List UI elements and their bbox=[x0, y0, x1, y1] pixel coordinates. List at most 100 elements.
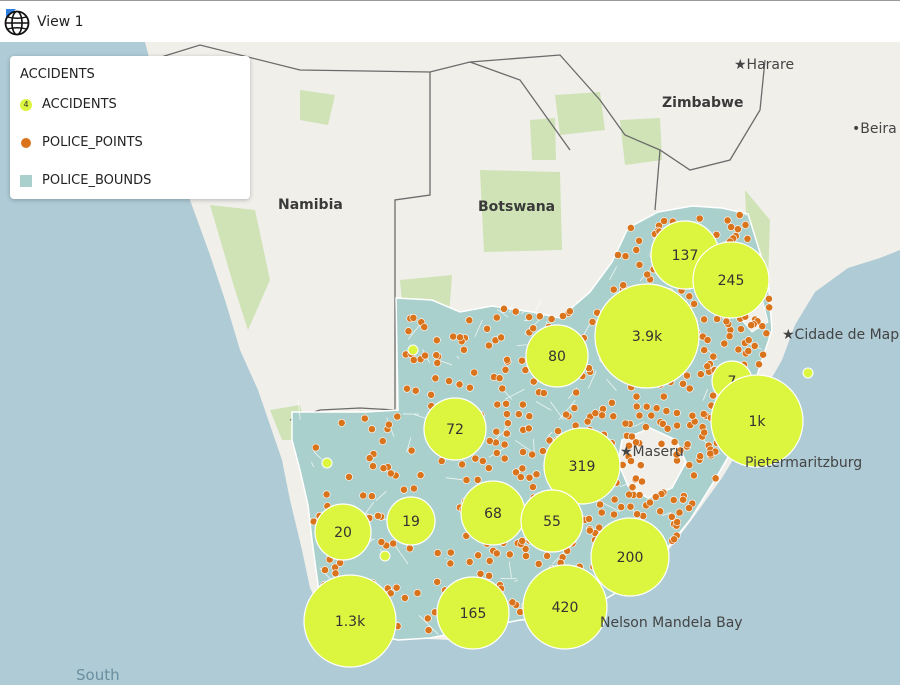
accident-cluster[interactable]: 3.9k bbox=[594, 283, 700, 389]
police-point[interactable] bbox=[663, 424, 672, 433]
police-point[interactable] bbox=[409, 313, 418, 322]
police-point[interactable] bbox=[465, 558, 474, 566]
police-point[interactable] bbox=[519, 448, 527, 456]
police-point[interactable] bbox=[493, 400, 502, 409]
police-point[interactable] bbox=[367, 492, 376, 501]
police-point[interactable] bbox=[492, 313, 501, 322]
police-point[interactable] bbox=[734, 225, 742, 234]
police-point[interactable] bbox=[588, 317, 597, 326]
police-point[interactable] bbox=[405, 544, 414, 553]
police-point[interactable] bbox=[585, 526, 594, 535]
accident-cluster-circle[interactable] bbox=[386, 496, 436, 546]
police-point[interactable] bbox=[359, 491, 368, 500]
police-point[interactable] bbox=[596, 500, 604, 509]
police-point[interactable] bbox=[685, 384, 694, 393]
police-point[interactable] bbox=[512, 468, 520, 477]
accident-cluster[interactable]: 55 bbox=[520, 489, 584, 553]
police-point[interactable] bbox=[696, 452, 705, 461]
police-point[interactable] bbox=[566, 307, 574, 316]
map-canvas[interactable]: 1372453.9k8071k72319685519202001.3k16542… bbox=[0, 42, 900, 685]
police-point[interactable] bbox=[700, 315, 708, 324]
police-point[interactable] bbox=[591, 409, 600, 418]
police-point[interactable] bbox=[485, 436, 494, 445]
police-point[interactable] bbox=[498, 384, 507, 393]
police-point[interactable] bbox=[432, 336, 441, 345]
police-point[interactable] bbox=[465, 383, 474, 392]
police-point[interactable] bbox=[518, 356, 526, 365]
police-point[interactable] bbox=[614, 251, 622, 259]
police-point[interactable] bbox=[519, 400, 527, 409]
police-point[interactable] bbox=[709, 391, 717, 400]
police-point[interactable] bbox=[747, 321, 756, 330]
police-point[interactable] bbox=[433, 578, 442, 586]
police-point[interactable] bbox=[473, 475, 482, 484]
police-point[interactable] bbox=[379, 464, 388, 473]
accident-point[interactable] bbox=[407, 344, 419, 356]
police-point[interactable] bbox=[658, 419, 667, 428]
police-point[interactable] bbox=[407, 446, 416, 455]
police-point[interactable] bbox=[599, 404, 607, 413]
police-point[interactable] bbox=[389, 539, 398, 548]
police-point[interactable] bbox=[433, 549, 442, 557]
police-point[interactable] bbox=[690, 471, 698, 480]
police-point[interactable] bbox=[502, 399, 510, 408]
police-point[interactable] bbox=[673, 421, 681, 430]
police-point[interactable] bbox=[446, 548, 455, 557]
accident-point[interactable] bbox=[802, 367, 814, 379]
police-point[interactable] bbox=[386, 469, 395, 478]
police-point[interactable] bbox=[672, 450, 681, 459]
police-point[interactable] bbox=[727, 223, 735, 231]
police-point[interactable] bbox=[673, 518, 682, 526]
police-point[interactable] bbox=[735, 211, 744, 219]
police-point[interactable] bbox=[700, 428, 709, 437]
police-point[interactable] bbox=[367, 425, 376, 434]
accident-cluster-circle[interactable] bbox=[590, 517, 670, 597]
police-point[interactable] bbox=[485, 571, 493, 580]
police-point[interactable] bbox=[635, 411, 644, 420]
police-point[interactable] bbox=[322, 490, 331, 499]
police-point[interactable] bbox=[598, 411, 606, 420]
police-point[interactable] bbox=[632, 474, 640, 483]
police-point[interactable] bbox=[360, 414, 369, 423]
police-point[interactable] bbox=[559, 312, 567, 320]
accident-cluster[interactable]: 20 bbox=[314, 503, 372, 561]
police-point[interactable] bbox=[683, 440, 692, 449]
police-point[interactable] bbox=[525, 473, 534, 482]
police-point[interactable] bbox=[369, 462, 377, 471]
police-point[interactable] bbox=[522, 552, 530, 560]
police-point[interactable] bbox=[625, 490, 633, 499]
police-point[interactable] bbox=[734, 345, 743, 354]
police-point[interactable] bbox=[495, 374, 504, 383]
police-point[interactable] bbox=[609, 412, 618, 421]
police-point[interactable] bbox=[470, 368, 479, 377]
police-point[interactable] bbox=[331, 569, 340, 578]
accident-cluster[interactable]: 68 bbox=[460, 480, 526, 546]
police-point[interactable] bbox=[365, 454, 374, 463]
police-point[interactable] bbox=[609, 285, 618, 294]
police-point[interactable] bbox=[492, 549, 501, 558]
police-point[interactable] bbox=[403, 384, 411, 393]
accident-cluster-circle[interactable] bbox=[314, 503, 372, 561]
police-point[interactable] bbox=[539, 389, 548, 397]
police-point[interactable] bbox=[685, 504, 693, 512]
police-point[interactable] bbox=[683, 371, 691, 380]
police-point[interactable] bbox=[421, 351, 429, 360]
police-point[interactable] bbox=[626, 502, 635, 511]
police-point[interactable] bbox=[505, 550, 514, 559]
police-point[interactable] bbox=[621, 419, 630, 428]
police-point[interactable] bbox=[471, 454, 480, 463]
police-point[interactable] bbox=[635, 491, 644, 499]
police-point[interactable] bbox=[628, 432, 636, 441]
police-point[interactable] bbox=[404, 327, 413, 336]
police-point[interactable] bbox=[534, 560, 543, 568]
police-point[interactable] bbox=[703, 362, 712, 371]
police-point[interactable] bbox=[667, 512, 676, 521]
police-point[interactable] bbox=[632, 402, 641, 411]
police-point[interactable] bbox=[547, 315, 556, 323]
police-point[interactable] bbox=[501, 365, 510, 374]
police-point[interactable] bbox=[635, 236, 643, 245]
police-point[interactable] bbox=[456, 333, 464, 342]
police-point[interactable] bbox=[474, 551, 482, 560]
police-point[interactable] bbox=[455, 380, 464, 389]
accident-cluster-circle[interactable] bbox=[436, 576, 510, 650]
